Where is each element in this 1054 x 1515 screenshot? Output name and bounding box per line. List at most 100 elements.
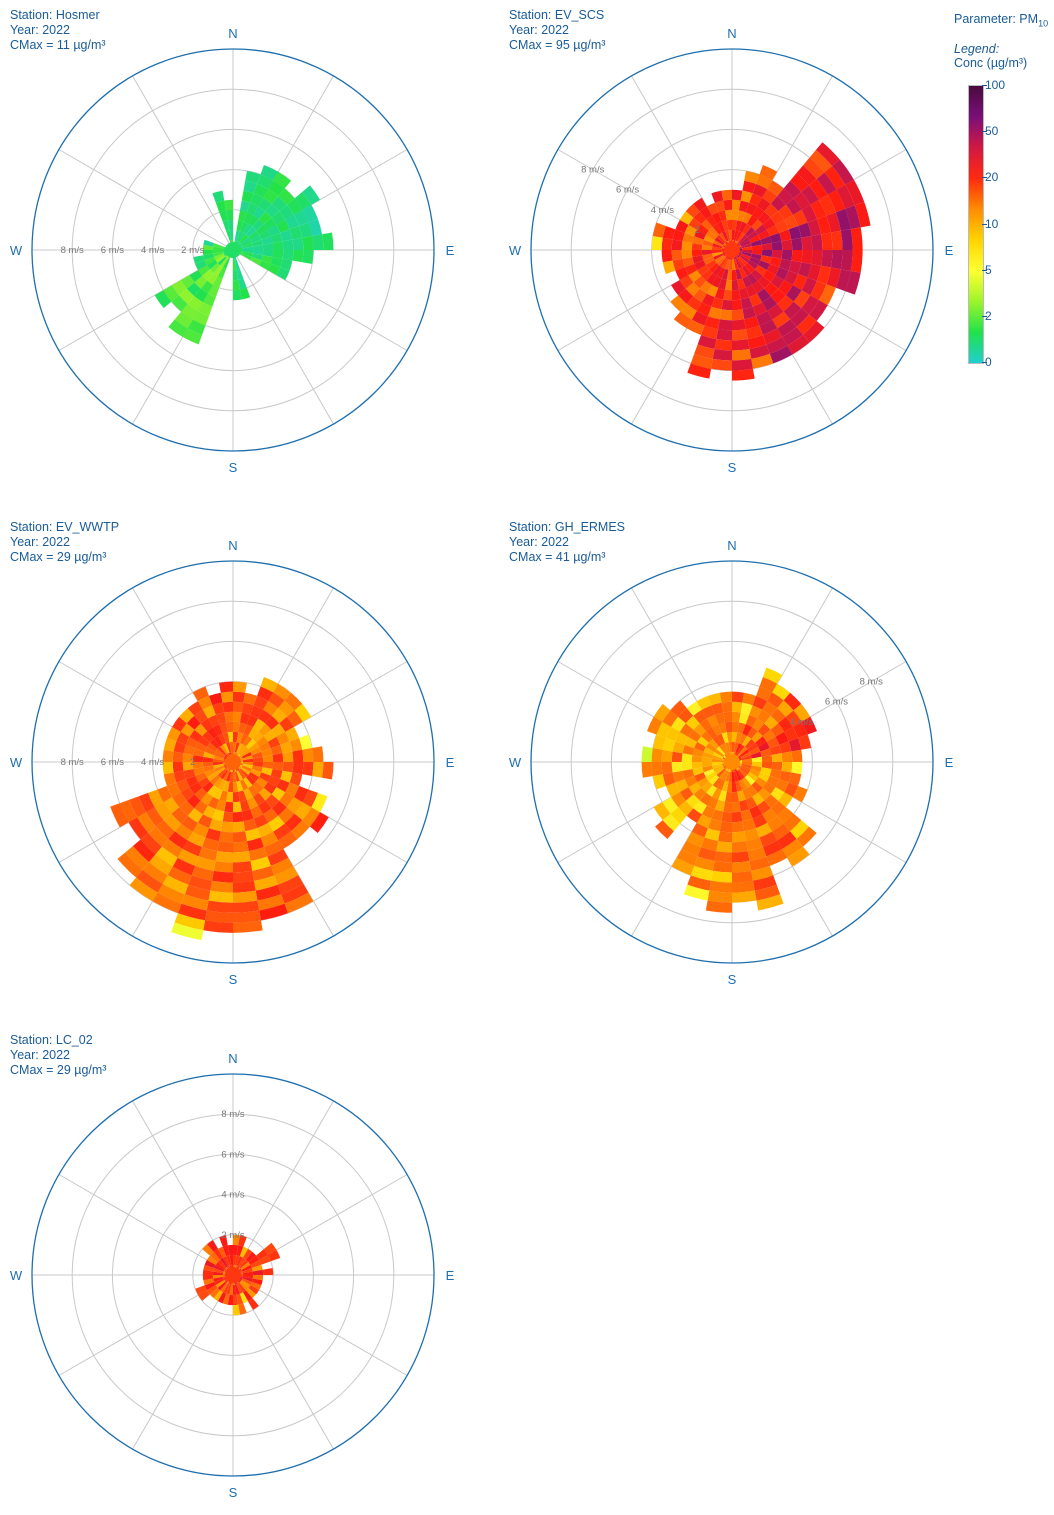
data-cell: [777, 319, 797, 338]
data-cell: [227, 219, 233, 231]
data-cell: [751, 756, 763, 762]
data-cell: [740, 239, 751, 247]
data-cell: [713, 765, 724, 773]
data-cell: [701, 250, 713, 256]
data-cell: [738, 712, 750, 725]
data-cell: [732, 259, 736, 271]
data-cell: [293, 209, 309, 226]
data-cell: [302, 185, 321, 205]
compass-s: S: [728, 460, 737, 475]
data-cell: [279, 204, 294, 220]
data-cell: [233, 900, 260, 913]
data-cell: [248, 1255, 260, 1265]
data-cell: [183, 768, 196, 780]
data-cell: [816, 265, 831, 285]
data-cell: [778, 792, 793, 808]
data-cell: [697, 334, 717, 349]
data-cell: [801, 716, 817, 735]
data-cell: [274, 866, 299, 885]
data-cell: [696, 814, 712, 829]
data-cell: [186, 282, 201, 297]
data-cell: [259, 903, 288, 921]
data-cell: [206, 900, 233, 913]
data-cell: [238, 744, 246, 755]
data-cell: [206, 742, 218, 752]
data-cell: [732, 358, 753, 371]
data-cell: [749, 746, 761, 756]
data-cell: [742, 777, 752, 789]
data-cell: [685, 715, 700, 730]
data-cell: [209, 1287, 221, 1299]
data-cell: [174, 913, 206, 931]
data-cell: [708, 774, 720, 786]
data-cell: [798, 734, 812, 750]
data-cell: [182, 840, 203, 857]
data-cell: [204, 1259, 216, 1269]
data-cell: [718, 790, 727, 802]
data-cell: [226, 721, 233, 733]
data-cell: [256, 1249, 268, 1260]
data-cell: [219, 722, 228, 734]
data-cell: [705, 772, 717, 782]
data-cell: [270, 744, 283, 756]
data-cell: [242, 251, 253, 257]
data-cell: [752, 206, 765, 220]
data-cell: [302, 762, 314, 776]
data-cell: [251, 765, 263, 773]
data-cell: [213, 860, 233, 873]
data-cell: [265, 794, 280, 809]
data-cell: [250, 746, 262, 756]
data-cell: [206, 1255, 218, 1265]
data-cell: [129, 877, 158, 902]
data-cell: [716, 267, 726, 279]
data-cell: [271, 723, 286, 737]
data-cell: [798, 222, 812, 238]
data-cell: [840, 229, 853, 250]
data-cell: [202, 244, 214, 250]
data-cell: [762, 328, 783, 345]
data-cell: [214, 1264, 225, 1272]
data-cell: [261, 236, 273, 245]
data-cell: [809, 149, 833, 173]
data-cell: [187, 319, 206, 335]
data-cell: [742, 306, 757, 320]
data-cell: [213, 777, 223, 789]
data-cell: [212, 250, 224, 254]
data-cell: [803, 157, 825, 179]
data-cell: [679, 723, 694, 737]
data-cell: [758, 260, 770, 271]
data-cell: [762, 701, 778, 716]
data-cell: [766, 263, 780, 276]
data-cell: [233, 831, 247, 843]
data-cell: [236, 1283, 244, 1294]
data-cell: [762, 667, 783, 684]
data-cell: [738, 733, 748, 745]
data-cell: [661, 237, 673, 250]
data-cell: [250, 234, 262, 244]
data-cell: [733, 742, 739, 753]
data-cell: [202, 1275, 214, 1281]
data-cell: [716, 779, 726, 791]
data-cell: [671, 857, 695, 876]
data-cell: [747, 772, 759, 782]
data-cell: [770, 196, 786, 212]
data-cell: [747, 846, 767, 861]
calm-center: [225, 754, 241, 770]
data-cell: [758, 229, 770, 240]
data-cell: [215, 1280, 226, 1288]
data-cell: [219, 681, 233, 693]
data-cell: [671, 250, 683, 261]
data-cell: [212, 788, 223, 800]
data-cell: [739, 767, 750, 775]
data-cell: [801, 236, 813, 250]
data-cell: [262, 755, 274, 762]
data-cell: [752, 280, 765, 294]
data-cell: [764, 794, 779, 809]
data-cell: [233, 821, 246, 833]
data-cell: [198, 777, 210, 788]
data-cell: [761, 243, 773, 250]
data-cell: [711, 276, 722, 288]
data-cell: [714, 339, 732, 351]
data-cell: [182, 762, 194, 771]
data-cell: [224, 801, 233, 813]
